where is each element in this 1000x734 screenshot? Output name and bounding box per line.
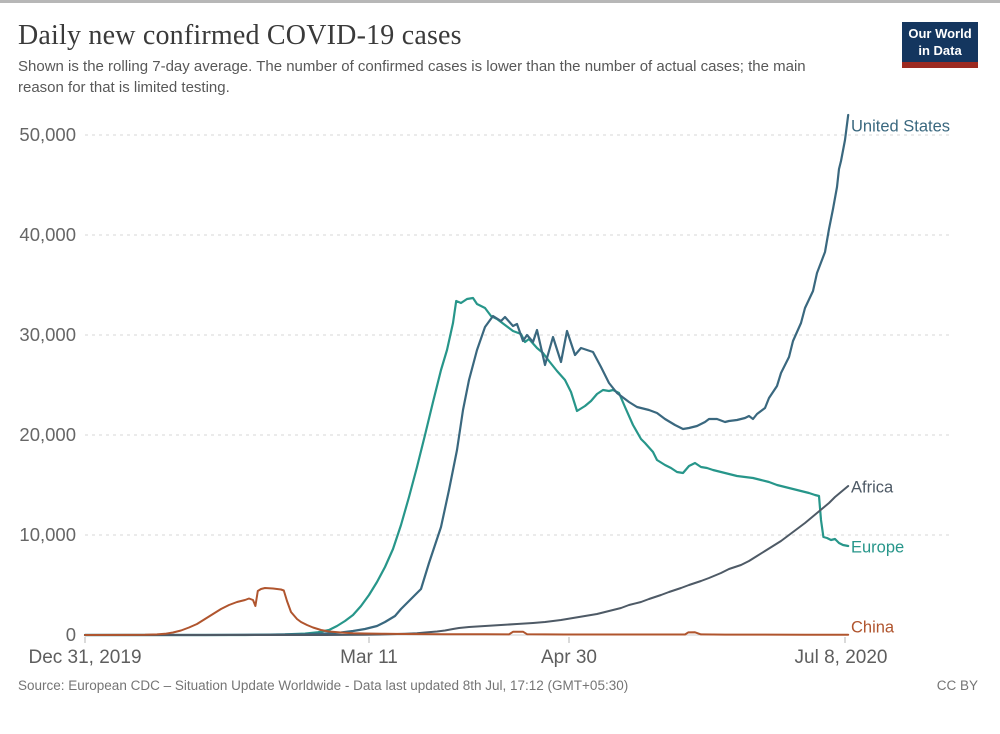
y-axis-label-20000: 20,000 bbox=[19, 424, 76, 445]
y-axis-label-30000: 30,000 bbox=[19, 324, 76, 345]
series-line-europe[interactable] bbox=[83, 296, 850, 637]
y-axis-label-10000: 10,000 bbox=[19, 524, 76, 545]
x-axis-label: Apr 30 bbox=[541, 647, 597, 668]
y-axis-label-50000: 50,000 bbox=[19, 124, 76, 145]
series-label-africa[interactable]: Africa bbox=[851, 479, 894, 497]
chart-title: Daily new confirmed COVID-19 cases bbox=[18, 20, 462, 51]
series-label-europe[interactable]: Europe bbox=[851, 539, 904, 557]
source-note: Source: European CDC – Situation Update … bbox=[18, 678, 629, 693]
series-line-africa[interactable] bbox=[84, 485, 850, 636]
series-line-china[interactable] bbox=[84, 587, 850, 636]
x-axis-label: Dec 31, 2019 bbox=[28, 647, 141, 668]
logo-line-2: in Data bbox=[918, 42, 962, 58]
chart-subtitle: Shown is the rolling 7-day average. The … bbox=[18, 58, 806, 96]
logo-line-1: Our World bbox=[908, 26, 972, 41]
x-axis-label: Mar 11 bbox=[340, 647, 398, 668]
series-label-china[interactable]: China bbox=[851, 619, 895, 637]
series-label-united-states[interactable]: United States bbox=[851, 118, 950, 136]
top-edge-strip bbox=[0, 0, 1000, 3]
our-world-in-data-logo[interactable]: Our World in Data bbox=[902, 22, 978, 69]
license-badge[interactable]: CC BY bbox=[936, 678, 978, 693]
series-line-united-states[interactable] bbox=[83, 113, 850, 637]
y-axis-label-0: 0 bbox=[66, 624, 76, 645]
y-axis-label-40000: 40,000 bbox=[19, 224, 76, 245]
x-axis-label: Jul 8, 2020 bbox=[795, 647, 888, 668]
